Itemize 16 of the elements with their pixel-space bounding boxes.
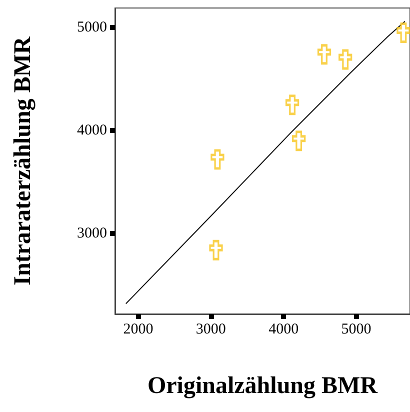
y-tick-label: 5000 bbox=[77, 20, 107, 36]
line-series bbox=[125, 20, 406, 304]
point bbox=[292, 130, 306, 151]
point bbox=[317, 44, 332, 64]
point bbox=[338, 50, 352, 70]
x-tick-label: 2000 bbox=[123, 322, 154, 338]
point bbox=[208, 240, 223, 260]
y-tick-label: 4000 bbox=[77, 122, 107, 139]
x-axis-title: Originalzählung BMR bbox=[147, 373, 378, 399]
y-tick-label: 3000 bbox=[77, 226, 107, 242]
x-tick-label: 4000 bbox=[268, 322, 299, 338]
x-tick-label: 5000 bbox=[341, 322, 372, 338]
point bbox=[285, 94, 300, 115]
y-axis-title: Intraraterzählung BMR bbox=[10, 36, 36, 286]
point bbox=[210, 149, 224, 170]
x-tick-label: 3000 bbox=[196, 322, 226, 338]
